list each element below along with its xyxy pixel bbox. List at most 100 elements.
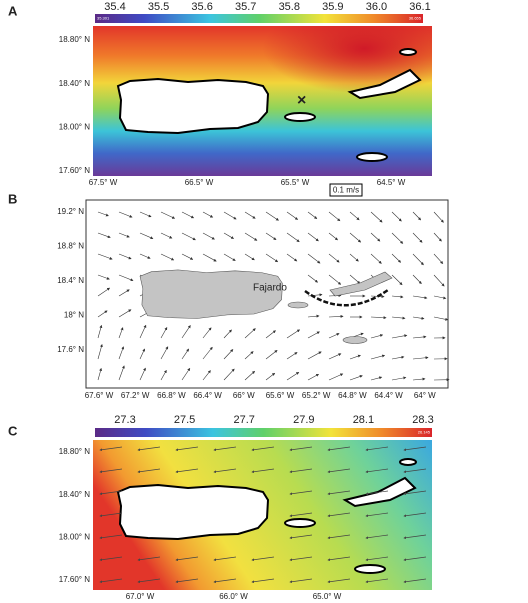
current-arrow <box>370 253 382 264</box>
longitude-label: 64.4° W <box>374 391 403 400</box>
current-arrow <box>433 253 444 265</box>
current-arrow <box>286 329 301 339</box>
current-arrow <box>251 468 275 474</box>
virgin-islands <box>329 271 393 297</box>
current-arrow <box>137 446 161 452</box>
colorbar-tick-label: 28.1 <box>353 414 374 426</box>
station-marker: × <box>297 92 306 109</box>
current-arrow <box>307 211 318 220</box>
current-arrow <box>391 355 405 360</box>
current-arrow <box>160 327 168 339</box>
current-arrow <box>181 325 191 339</box>
vieques <box>284 112 316 122</box>
colorbar-max-label: 26.145 <box>418 430 431 435</box>
current-arrow <box>265 232 277 241</box>
latitude-label: 18.00° N <box>59 533 90 542</box>
current-arrow <box>223 368 235 381</box>
latitude-label: 18.40° N <box>59 490 90 499</box>
current-arrow <box>265 253 279 263</box>
current-arrow <box>181 348 190 360</box>
current-arrow <box>265 372 276 381</box>
current-arrow <box>307 314 320 318</box>
colorbar <box>95 14 423 23</box>
current-arrow <box>99 468 123 474</box>
current-arrow <box>349 211 360 221</box>
current-arrow <box>265 330 276 339</box>
latitude-label: 18.4° N <box>57 276 84 285</box>
current-arrow <box>289 446 313 452</box>
colorbar-tick-label: 36.1 <box>409 1 430 13</box>
latitude-label: 17.60° N <box>59 166 90 175</box>
current-arrow <box>223 349 234 360</box>
current-arrow <box>349 375 363 381</box>
current-arrow <box>139 211 152 218</box>
current-arrow <box>244 232 258 241</box>
latitude-label: 18.80° N <box>59 35 90 44</box>
current-arrow <box>244 351 254 360</box>
current-arrow <box>202 370 211 381</box>
panel-label: A <box>8 3 18 18</box>
current-arrow <box>99 578 123 584</box>
longitude-label: 65.0° W <box>313 592 342 601</box>
current-arrow <box>139 324 147 339</box>
longitude-label: 67.0° W <box>126 592 155 601</box>
current-arrow <box>213 468 237 474</box>
current-arrow <box>412 295 428 300</box>
current-arrow <box>328 333 340 339</box>
current-arrow <box>391 295 404 299</box>
current-arrow <box>307 293 323 297</box>
current-arrow <box>365 556 389 562</box>
latitude-label: 18.80° N <box>59 447 90 456</box>
current-arrow <box>289 468 313 474</box>
latitude-label: 17.60° N <box>59 575 90 584</box>
current-arrow <box>365 490 389 496</box>
current-arrow <box>328 253 340 263</box>
current-arrow <box>328 232 339 241</box>
current-arrow <box>286 371 300 381</box>
current-arrow <box>286 352 298 360</box>
current-arrow <box>181 253 194 260</box>
place-label: Fajardo <box>253 283 287 294</box>
current-arrow <box>365 512 389 518</box>
current-arrow <box>244 211 256 219</box>
colorbar-tick-label: 28.3 <box>412 414 433 426</box>
longitude-label: 66.0° W <box>219 592 248 601</box>
colorbar-tick-label: 35.6 <box>191 1 212 13</box>
current-arrow <box>175 446 199 452</box>
current-arrow <box>403 556 427 562</box>
current-arrow <box>118 253 132 260</box>
colorbar-max-label: 36.655 <box>409 16 422 21</box>
current-arrow <box>223 232 235 239</box>
current-arrow <box>99 512 123 518</box>
current-arrow <box>118 365 125 381</box>
st-croix <box>354 564 386 574</box>
current-arrow <box>433 211 444 223</box>
current-arrow <box>175 578 199 584</box>
scale-box <box>329 183 363 197</box>
current-arrow <box>403 534 427 540</box>
current-arrow <box>97 310 108 318</box>
current-arrow <box>97 274 110 280</box>
colorbar-tick-label: 35.5 <box>148 1 169 13</box>
current-arrow <box>289 534 313 540</box>
current-arrow <box>97 287 111 297</box>
current-arrow <box>97 211 109 217</box>
current-arrow <box>365 578 389 584</box>
current-arrow <box>99 490 123 496</box>
current-arrow <box>202 346 213 360</box>
colorbar-tick-label: 35.7 <box>235 1 256 13</box>
current-arrow <box>307 253 321 264</box>
current-arrow <box>289 578 313 584</box>
current-arrow <box>327 490 351 496</box>
current-arrow <box>223 253 236 261</box>
current-arrow <box>97 232 111 239</box>
st-croix <box>356 152 388 162</box>
puerto-rico <box>117 484 269 540</box>
anegada <box>399 458 417 466</box>
current-arrow <box>99 446 123 452</box>
current-arrow <box>118 309 132 318</box>
current-arrow <box>391 334 408 339</box>
current-arrow <box>403 512 427 518</box>
current-arrow <box>289 556 313 562</box>
